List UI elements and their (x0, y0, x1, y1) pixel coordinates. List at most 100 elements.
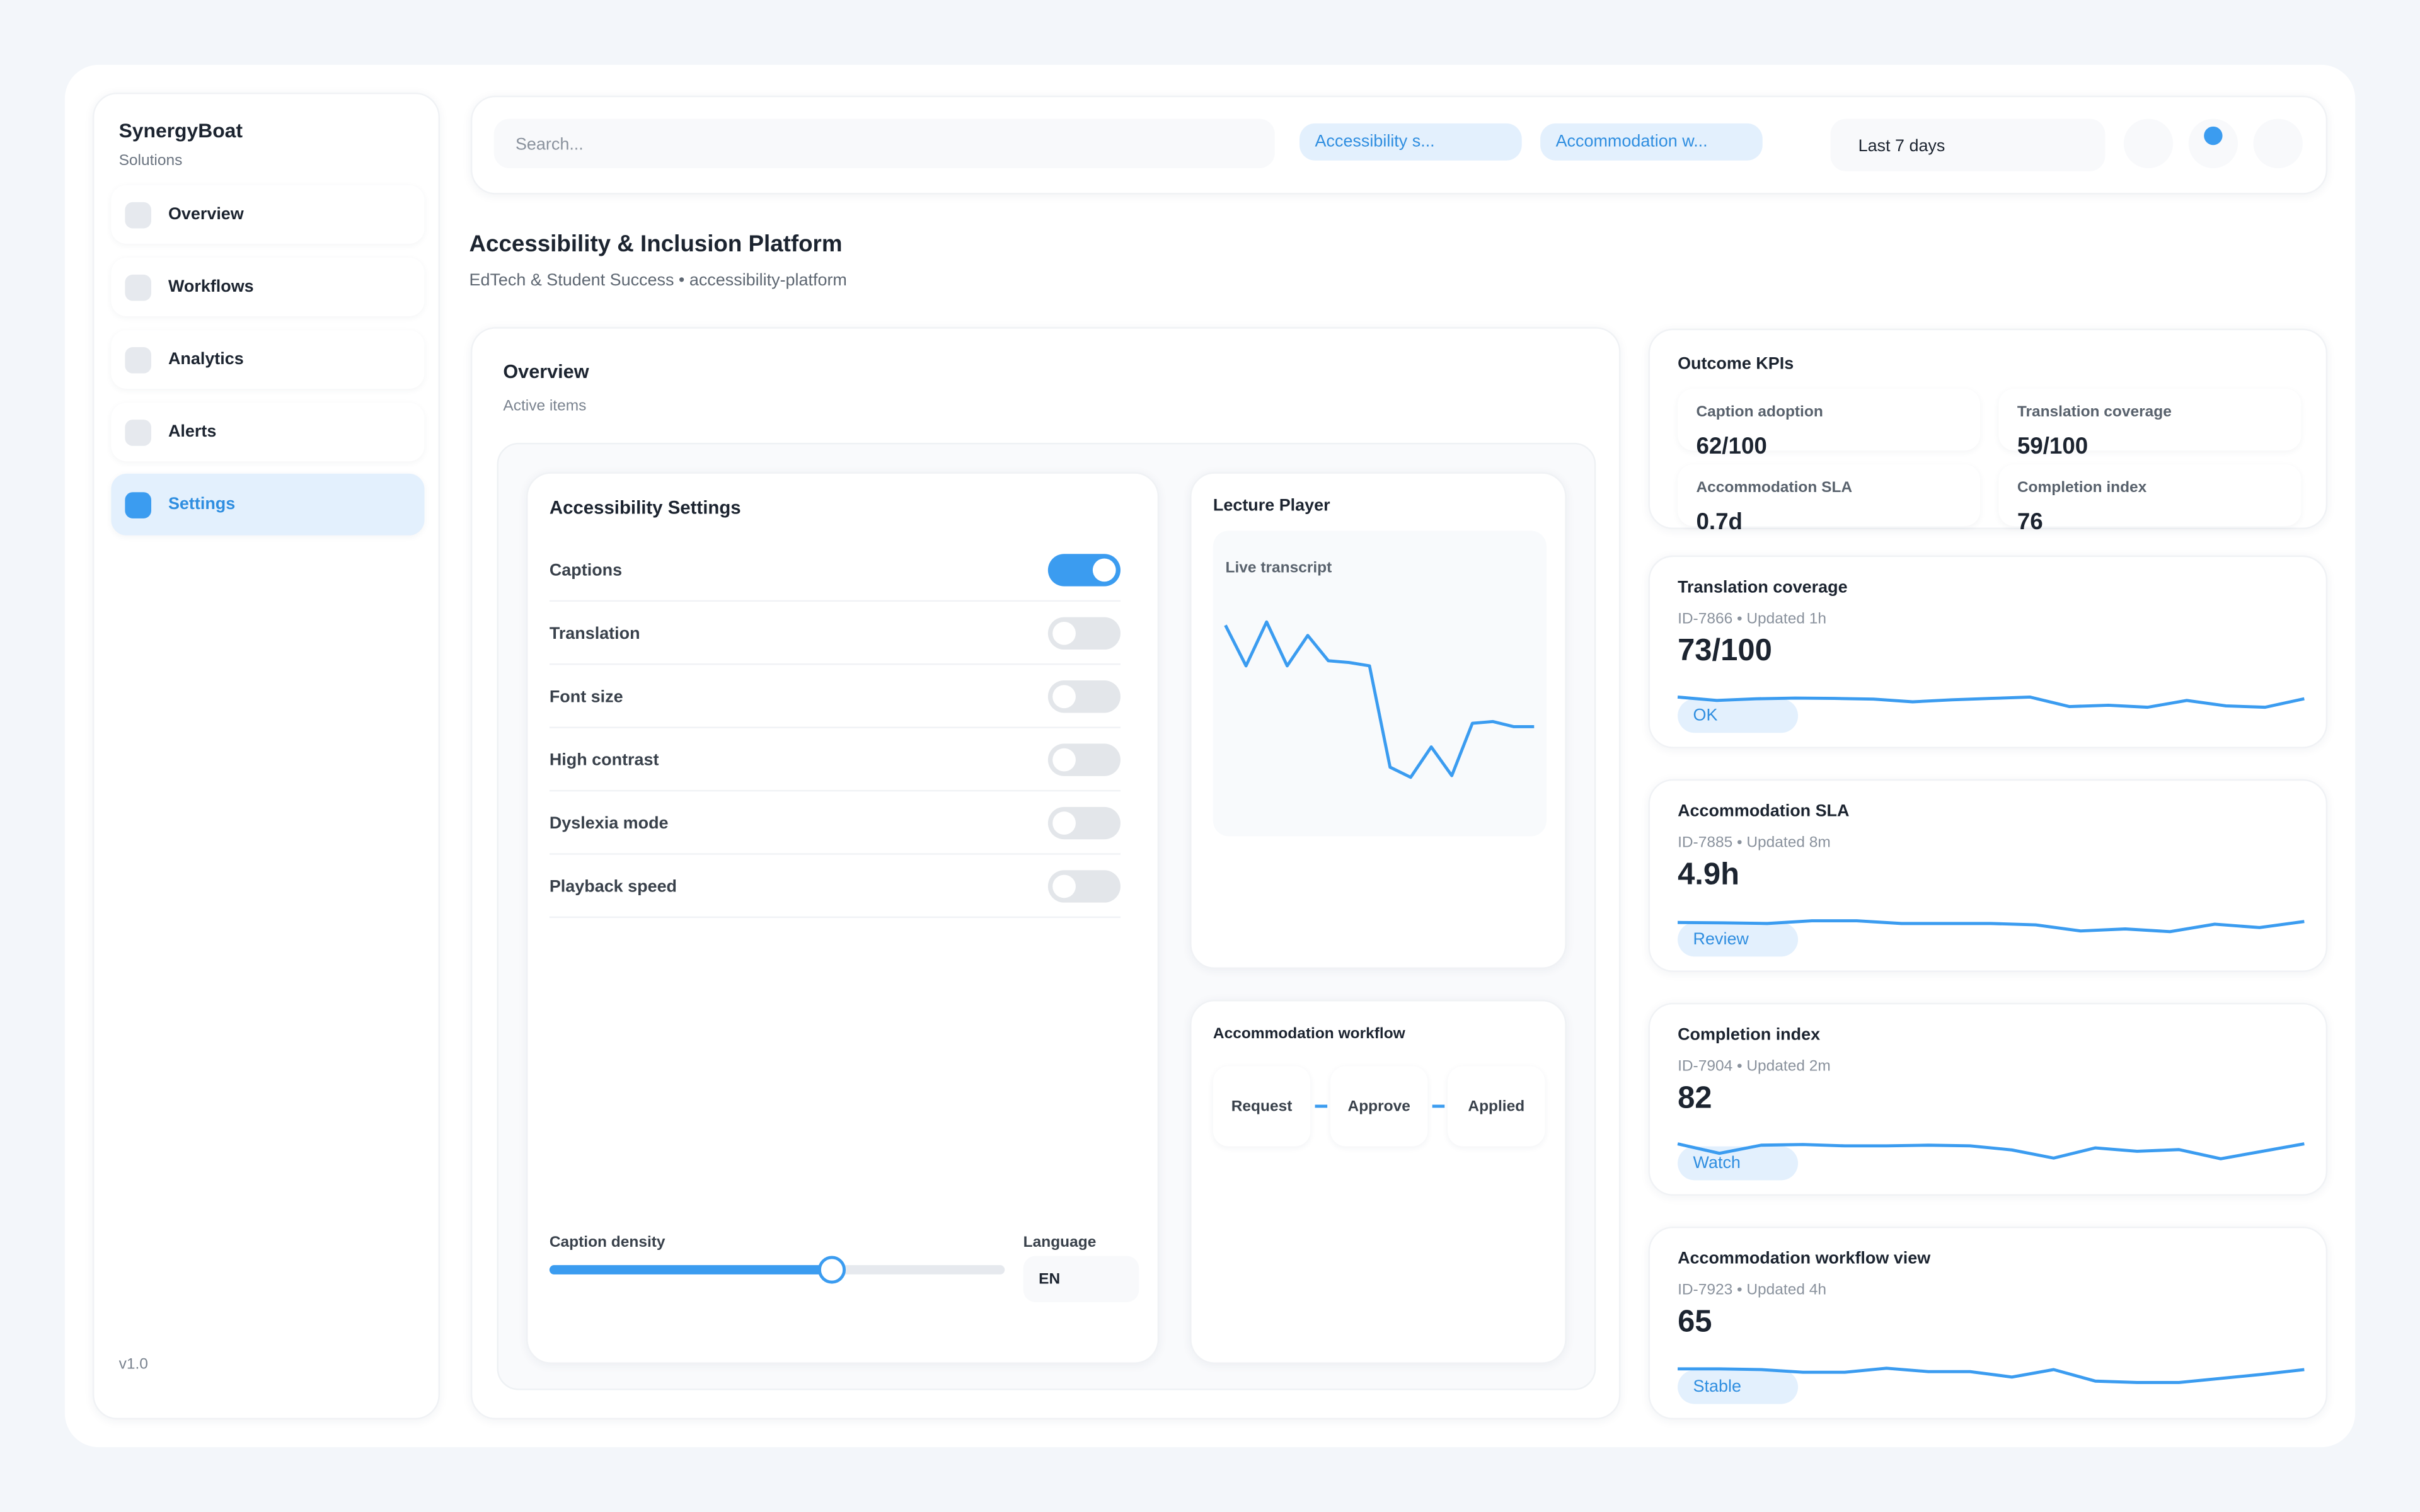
search-input[interactable]: Search... (493, 118, 1275, 168)
metric-sparkline (1678, 1366, 2305, 1384)
sparkline-path (1677, 1142, 2305, 1160)
metric-card[interactable]: Accommodation SLA ID-7885 • Updated 8m 4… (1648, 779, 2328, 972)
kpis-title: Outcome KPIs (1678, 355, 1794, 374)
date-range-select[interactable]: Last 7 days (1830, 118, 2106, 171)
toggle-switch[interactable] (1047, 743, 1121, 776)
toggle-label: Translation (549, 624, 640, 644)
kpi-accommodation-sla: Accommodation SLA 0.7d (1678, 464, 1981, 536)
sidebar-item-label: Workflows (168, 277, 254, 297)
kpi-label: Translation coverage (2017, 404, 2172, 421)
version-label: v1.0 (118, 1356, 148, 1373)
row-divider (549, 663, 1121, 665)
toggle-label: Dyslexia mode (549, 815, 669, 833)
brand-subtitle: Solutions (118, 152, 183, 170)
kpi-value: 76 (2017, 509, 2043, 536)
live-transcript-label: Live transcript (1225, 559, 1332, 577)
caption-density-label: Caption density (549, 1234, 666, 1252)
settings-title: Accessibility Settings (549, 496, 741, 518)
sidebar-item-analytics[interactable]: Analytics (111, 330, 425, 389)
kpi-completion-index: Completion index 76 (1998, 464, 2302, 536)
metric-sparkline (1678, 919, 2305, 934)
settings-icon (125, 491, 152, 518)
lecture-player-title: Lecture Player (1213, 496, 1330, 515)
caption-density-slider[interactable] (549, 1256, 1005, 1284)
metric-meta: ID-7866 • Updated 1h (1678, 610, 1827, 628)
overview-inner: Accessibility Settings Captions Translat… (497, 442, 1596, 1390)
metric-title: Completion index (1678, 1026, 1821, 1045)
sidebar-item-label: Alerts (168, 423, 217, 442)
toggle-knob (1092, 558, 1116, 582)
metric-meta: ID-7923 • Updated 4h (1678, 1282, 1827, 1300)
metric-title: Accommodation workflow view (1678, 1249, 1931, 1269)
toggle-switch[interactable] (1047, 806, 1121, 840)
sidebar-item-alerts[interactable]: Alerts (111, 403, 425, 462)
workflow-step-applied[interactable]: Applied (1448, 1066, 1545, 1147)
workflow-connector (1315, 1104, 1328, 1108)
workflow-title: Accommodation workflow (1213, 1026, 1405, 1043)
sparkline-path (1678, 919, 2305, 934)
overview-subtitle: Active items (503, 398, 587, 415)
filter-chip-accommodation[interactable]: Accommodation w... (1540, 123, 1763, 161)
slider-handle[interactable] (817, 1256, 846, 1284)
metric-card[interactable]: Completion index ID-7904 • Updated 2m 82… (1648, 1002, 2328, 1196)
metric-meta: ID-7904 • Updated 2m (1678, 1058, 1831, 1075)
row-divider (549, 600, 1121, 602)
workflow-step-request[interactable]: Request (1213, 1066, 1311, 1147)
status-badge: Review (1678, 922, 1799, 957)
kpi-value: 59/100 (2017, 433, 2089, 460)
filter-chip-accessibility[interactable]: Accessibility s... (1299, 123, 1522, 161)
toggle-knob (1052, 748, 1076, 772)
workflow-connector (1432, 1104, 1445, 1108)
slider-fill (549, 1265, 832, 1274)
toggle-switch[interactable] (1047, 554, 1121, 587)
sidebar-item-overview[interactable]: Overview (111, 185, 425, 244)
metric-value: 4.9h (1678, 857, 1740, 892)
language-select[interactable]: EN (1023, 1256, 1139, 1302)
lecture-player-card: Lecture Player Live transcript (1190, 472, 1567, 969)
sidebar-item-workflows[interactable]: Workflows (111, 257, 425, 317)
language-label: Language (1023, 1234, 1097, 1252)
row-divider (549, 726, 1121, 728)
notification-icon[interactable] (2188, 118, 2238, 168)
sidebar-item-settings[interactable]: Settings (111, 473, 425, 536)
accessibility-settings-card: Accessibility Settings Captions Translat… (526, 472, 1160, 1364)
metric-value: 65 (1678, 1305, 1712, 1339)
accommodation-workflow-card: Accommodation workflow Request Approve A… (1190, 999, 1567, 1364)
toggle-label: High contrast (549, 751, 659, 770)
overview-title: Overview (503, 361, 589, 383)
workflow-step-approve[interactable]: Approve (1330, 1066, 1428, 1147)
brand-name: SynergyBoat (118, 118, 243, 142)
toggle-switch[interactable] (1047, 680, 1121, 713)
live-transcript-panel: Live transcript (1213, 530, 1547, 837)
sidebar: SynergyBoat Solutions Overview Workflows… (92, 92, 440, 1420)
status-badge: Stable (1678, 1370, 1799, 1404)
kpi-translation-coverage: Translation coverage 59/100 (1998, 389, 2302, 460)
user-avatar[interactable] (2253, 118, 2303, 168)
row-divider (549, 789, 1121, 792)
page-subtitle: EdTech & Student Success • accessibility… (469, 272, 847, 290)
sparkline-path (1224, 620, 1535, 779)
toggle-knob (1052, 685, 1076, 709)
toggle-switch[interactable] (1047, 617, 1121, 650)
metric-card[interactable]: Translation coverage ID-7866 • Updated 1… (1648, 555, 2328, 748)
metric-title: Accommodation SLA (1678, 802, 1850, 821)
toggle-switch[interactable] (1047, 870, 1121, 903)
metric-card[interactable]: Accommodation workflow view ID-7923 • Up… (1648, 1226, 2328, 1420)
metric-sparkline (1677, 696, 2305, 709)
toggle-knob (1052, 621, 1076, 645)
metric-value: 73/100 (1678, 634, 1772, 668)
sidebar-item-label: Settings (168, 495, 236, 514)
kpi-value: 0.7d (1696, 509, 1743, 536)
notification-dot (2204, 126, 2223, 146)
metric-meta: ID-7885 • Updated 8m (1678, 834, 1831, 852)
toggle-knob (1052, 811, 1076, 835)
analytics-icon (125, 346, 152, 373)
sidebar-item-label: Overview (168, 205, 244, 224)
toggle-knob (1052, 874, 1076, 898)
help-icon[interactable] (2123, 118, 2174, 168)
sparkline-path (1677, 696, 2305, 709)
top-bar: Search... Accessibility s... Accommodati… (470, 95, 2328, 195)
page-title: Accessibility & Inclusion Platform (469, 231, 843, 258)
kpi-value: 62/100 (1696, 433, 1767, 460)
alerts-icon (125, 418, 152, 445)
